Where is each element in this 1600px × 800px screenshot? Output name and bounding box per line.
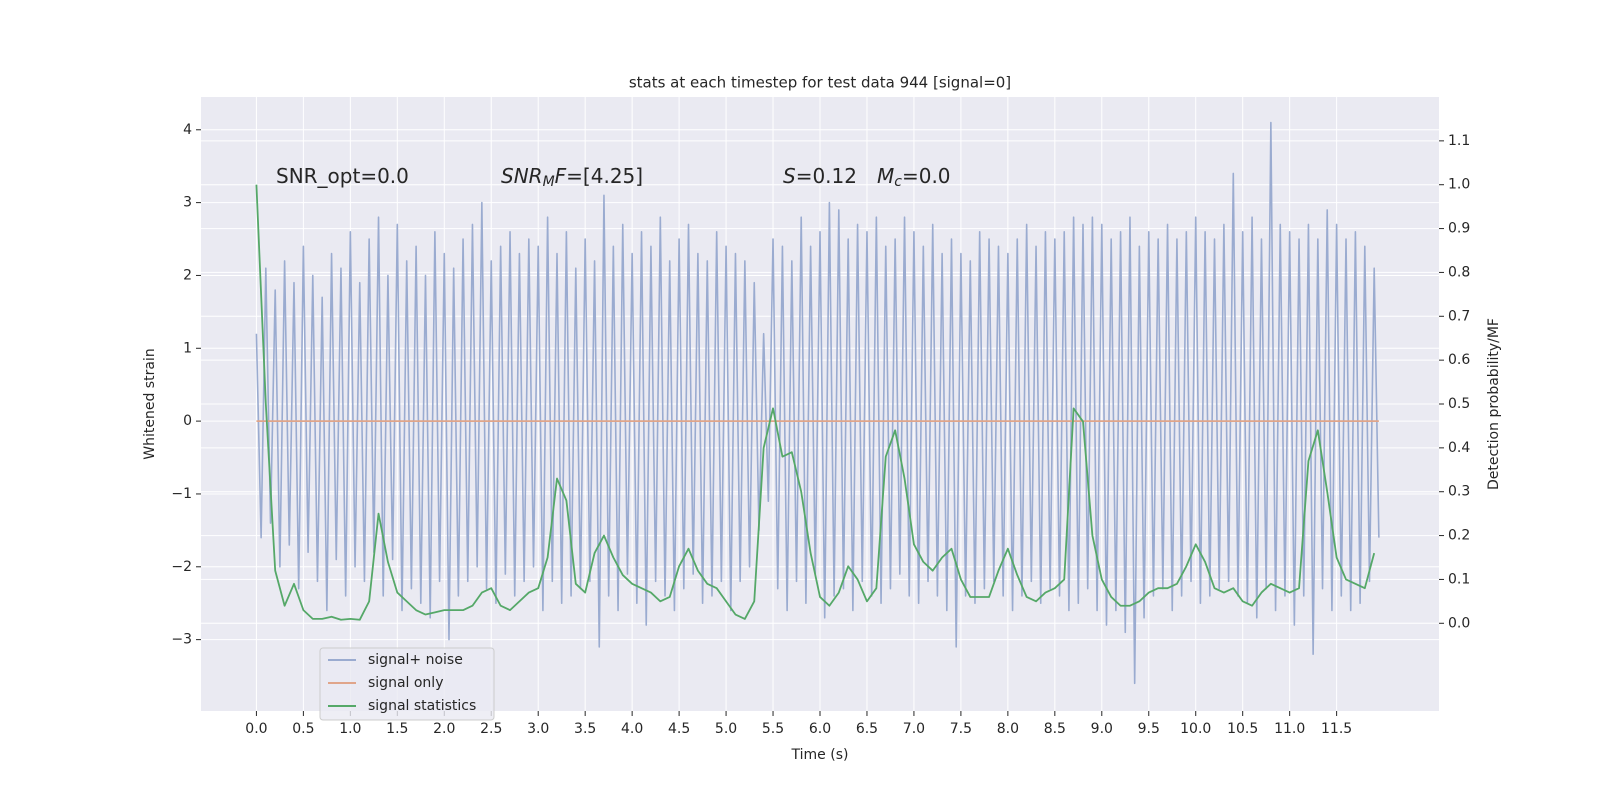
- y2-tick-label: 0.9: [1448, 221, 1470, 237]
- y-tick-label: −1: [171, 486, 192, 502]
- legend-label: signal only: [368, 675, 443, 691]
- x-tick-label: 9.0: [1091, 721, 1113, 737]
- x-tick-label: 8.0: [997, 721, 1019, 737]
- x-tick-label: 2.0: [433, 721, 455, 737]
- chart-title: stats at each timestep for test data 944…: [629, 74, 1011, 92]
- y2-tick-label: 0.7: [1448, 308, 1470, 324]
- x-tick-label: 9.5: [1138, 721, 1160, 737]
- legend: signal+ noise signal only signal statistic…: [319, 647, 495, 721]
- y-tick-label: 1: [183, 340, 192, 356]
- annotation-part: =0.0: [902, 164, 951, 188]
- axes: 0.0 0.5 1.0 1.5 2.0 2.5 3.0 3.5 4.0 4.5 5.0 5.5 6.0 6…: [171, 122, 1470, 737]
- x-tick-label: 10.5: [1227, 721, 1258, 737]
- x-tick-label: 8.5: [1044, 721, 1066, 737]
- y2-axis-label: Detection probability/MF: [1486, 318, 1502, 490]
- x-tick-label: 2.5: [480, 721, 502, 737]
- annotation-part: c: [894, 174, 902, 190]
- x-tick-label: 0.5: [292, 721, 314, 737]
- annotation: Mc=0.0: [877, 164, 951, 191]
- y-axis-label: Whitened strain: [142, 348, 158, 459]
- y-tick-label: 0: [183, 413, 192, 429]
- x-tick-label: 0.0: [245, 721, 267, 737]
- x-tick-label: 11.5: [1321, 721, 1352, 737]
- series-line: [255, 121, 1380, 685]
- x-tick-label: 3.0: [527, 721, 549, 737]
- y2-tick-label: 0.3: [1448, 484, 1470, 500]
- x-tick-label: 11.0: [1274, 721, 1305, 737]
- x-tick-label: 5.0: [715, 721, 737, 737]
- x-tick-label: 4.5: [668, 721, 690, 737]
- legend-label: signal+ noise: [368, 652, 463, 668]
- annotation: SNR_opt=0.0: [276, 164, 409, 188]
- y-tick-label: 4: [183, 122, 192, 138]
- annotation-part: M: [543, 174, 555, 190]
- legend-box: [319, 647, 495, 721]
- y-tick-label: 3: [183, 195, 192, 211]
- y2-tick-label: 0.4: [1448, 440, 1470, 456]
- annotation-part: SNR_opt=0.0: [276, 164, 409, 188]
- annotation-part: SNR: [501, 164, 543, 188]
- x-tick-label: 6.0: [809, 721, 831, 737]
- series-line: [255, 184, 1376, 621]
- annotation-part: M: [877, 164, 894, 188]
- annotation-part: S: [783, 164, 796, 188]
- y2-tick-label: 0.8: [1448, 264, 1470, 280]
- x-tick-label: 7.0: [903, 721, 925, 737]
- y2-tick-label: 0.6: [1448, 352, 1470, 368]
- x-tick-label: 5.5: [762, 721, 784, 737]
- marks: [255, 121, 1380, 685]
- x-axis-label: Time (s): [791, 747, 849, 763]
- x-tick-label: 7.5: [950, 721, 972, 737]
- y-tick-label: 2: [183, 267, 192, 283]
- y2-tick-label: 0.1: [1448, 571, 1470, 587]
- annotation-part: =[4.25]: [566, 164, 643, 188]
- x-tick-label: 4.0: [621, 721, 643, 737]
- x-tick-label: 1.5: [386, 721, 408, 737]
- y2-tick-label: 1.0: [1448, 177, 1470, 193]
- y2-tick-label: 1.1: [1448, 133, 1470, 149]
- annotation: SNRMF=[4.25]: [501, 164, 643, 191]
- x-tick-label: 10.0: [1180, 721, 1211, 737]
- y-tick-label: −2: [171, 559, 192, 575]
- y2-tick-label: 0.2: [1448, 528, 1470, 544]
- y-tick-label: −3: [171, 632, 192, 648]
- annotation-part: =0.12: [796, 164, 857, 188]
- annotation: S=0.12: [783, 164, 857, 188]
- y2-tick-label: 0.0: [1448, 615, 1470, 631]
- x-tick-label: 6.5: [856, 721, 878, 737]
- annotation-part: F: [555, 164, 567, 188]
- x-tick-label: 1.0: [339, 721, 361, 737]
- legend-label: signal statistics: [368, 698, 476, 714]
- x-tick-label: 3.5: [574, 721, 596, 737]
- y2-tick-label: 0.5: [1448, 396, 1470, 412]
